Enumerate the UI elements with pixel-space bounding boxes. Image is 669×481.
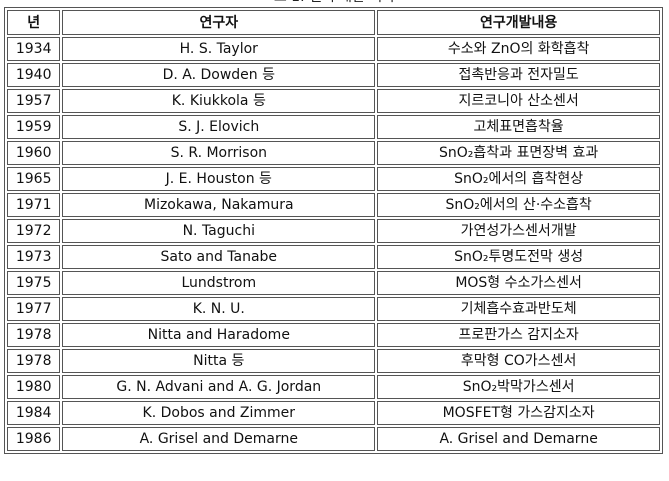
researcher-cell: H. S. Taylor [62,37,376,61]
sensor-history-table: 년 연구자 연구개발내용 1934 H. S. Taylor 수소와 ZnO의 … [4,7,663,454]
table-row: 1965 J. E. Houston 등 SnO₂에서의 흡착현상 [7,167,660,191]
year-cell: 1972 [7,219,61,243]
content-cell: 지르코니아 산소센서 [377,89,660,113]
year-cell: 1980 [7,375,61,399]
year-cell: 1977 [7,297,61,321]
year-cell: 1959 [7,115,61,139]
year-cell: 1957 [7,89,61,113]
table-row: 1972 N. Taguchi 가연성가스센서개발 [7,219,660,243]
year-cell: 1960 [7,141,61,165]
content-cell: SnO₂박막가스센서 [377,375,660,399]
year-cell: 1975 [7,271,61,295]
researcher-cell: S. R. Morrison [62,141,376,165]
researcher-cell: J. E. Houston 등 [62,167,376,191]
researcher-cell: A. Grisel and Demarne [62,427,376,451]
table-row: 1980 G. N. Advani and A. G. Jordan SnO₂박… [7,375,660,399]
researcher-cell: Lundstrom [62,271,376,295]
researcher-cell: K. N. U. [62,297,376,321]
table-row: 1986 A. Grisel and Demarne A. Grisel and… [7,427,660,451]
content-cell: SnO₂에서의 흡착현상 [377,167,660,191]
table-row: 1984 K. Dobos and Zimmer MOSFET형 가스감지소자 [7,401,660,425]
researcher-cell: K. Kiukkola 등 [62,89,376,113]
researcher-cell: S. J. Elovich [62,115,376,139]
researcher-cell: N. Taguchi [62,219,376,243]
table-caption: 표 1. 센서 개발 역사 [0,0,669,6]
table-row: 1940 D. A. Dowden 등 접촉반응과 전자밀도 [7,63,660,87]
researcher-cell: Nitta 등 [62,349,376,373]
year-cell: 1978 [7,349,61,373]
content-cell: MOS형 수소가스센서 [377,271,660,295]
content-cell: 후막형 CO가스센서 [377,349,660,373]
table-row: 1960 S. R. Morrison SnO₂흡착과 표면장벽 효과 [7,141,660,165]
researcher-cell: Sato and Tanabe [62,245,376,269]
content-cell: MOSFET형 가스감지소자 [377,401,660,425]
content-cell: SnO₂에서의 산·수소흡착 [377,193,660,217]
table-row: 1978 Nitta 등 후막형 CO가스센서 [7,349,660,373]
content-cell: SnO₂흡착과 표면장벽 효과 [377,141,660,165]
year-cell: 1978 [7,323,61,347]
header-researcher: 연구자 [62,10,376,35]
content-cell: 프로판가스 감지소자 [377,323,660,347]
header-row: 년 연구자 연구개발내용 [7,10,660,35]
year-cell: 1986 [7,427,61,451]
researcher-cell: G. N. Advani and A. G. Jordan [62,375,376,399]
table-row: 1971 Mizokawa, Nakamura SnO₂에서의 산·수소흡착 [7,193,660,217]
researcher-cell: K. Dobos and Zimmer [62,401,376,425]
content-cell: 수소와 ZnO의 화학흡착 [377,37,660,61]
year-cell: 1934 [7,37,61,61]
table-row: 1957 K. Kiukkola 등 지르코니아 산소센서 [7,89,660,113]
content-cell: 고체표면흡착율 [377,115,660,139]
year-cell: 1940 [7,63,61,87]
year-cell: 1973 [7,245,61,269]
header-content: 연구개발내용 [377,10,660,35]
content-cell: 기체흡수효과반도체 [377,297,660,321]
researcher-cell: D. A. Dowden 등 [62,63,376,87]
header-year: 년 [7,10,61,35]
content-cell: A. Grisel and Demarne [377,427,660,451]
table-caption-text: 표 1. 센서 개발 역사 [0,0,669,5]
table-row: 1978 Nitta and Haradome 프로판가스 감지소자 [7,323,660,347]
researcher-cell: Nitta and Haradome [62,323,376,347]
table-row: 1975 Lundstrom MOS형 수소가스센서 [7,271,660,295]
content-cell: 접촉반응과 전자밀도 [377,63,660,87]
researcher-cell: Mizokawa, Nakamura [62,193,376,217]
table-row: 1959 S. J. Elovich 고체표면흡착율 [7,115,660,139]
year-cell: 1965 [7,167,61,191]
content-cell: 가연성가스센서개발 [377,219,660,243]
table-row: 1977 K. N. U. 기체흡수효과반도체 [7,297,660,321]
table-row: 1973 Sato and Tanabe SnO₂투명도전막 생성 [7,245,660,269]
table-row: 1934 H. S. Taylor 수소와 ZnO의 화학흡착 [7,37,660,61]
content-cell: SnO₂투명도전막 생성 [377,245,660,269]
year-cell: 1971 [7,193,61,217]
year-cell: 1984 [7,401,61,425]
